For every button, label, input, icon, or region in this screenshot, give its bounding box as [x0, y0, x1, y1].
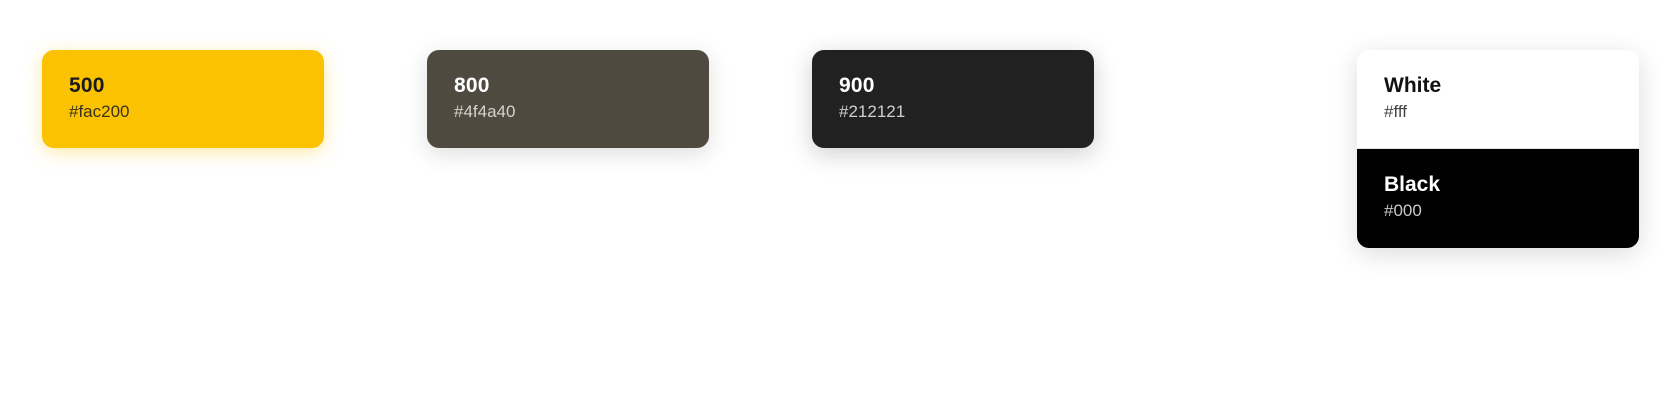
swatch-500: 500 #fac200 — [42, 50, 324, 148]
swatch-hex: #fac200 — [69, 102, 130, 121]
swatch-name: 800 — [454, 74, 490, 97]
swatch-name: Black — [1384, 173, 1441, 196]
swatch-900: 900 #212121 — [812, 50, 1094, 148]
swatch-hex: #4f4a40 — [454, 102, 516, 121]
swatch-name: 900 — [839, 74, 875, 97]
base-colors-card: White #fff Black #000 — [1357, 50, 1639, 248]
swatch-hex: #212121 — [839, 102, 906, 121]
swatch-name: 500 — [69, 74, 105, 97]
swatch-black: Black #000 — [1357, 149, 1639, 248]
swatch-name: White — [1384, 74, 1442, 97]
swatch-hex: #fff — [1384, 102, 1408, 121]
swatch-hex: #000 — [1384, 201, 1422, 220]
swatch-white: White #fff — [1357, 50, 1639, 149]
swatch-800: 800 #4f4a40 — [427, 50, 709, 148]
